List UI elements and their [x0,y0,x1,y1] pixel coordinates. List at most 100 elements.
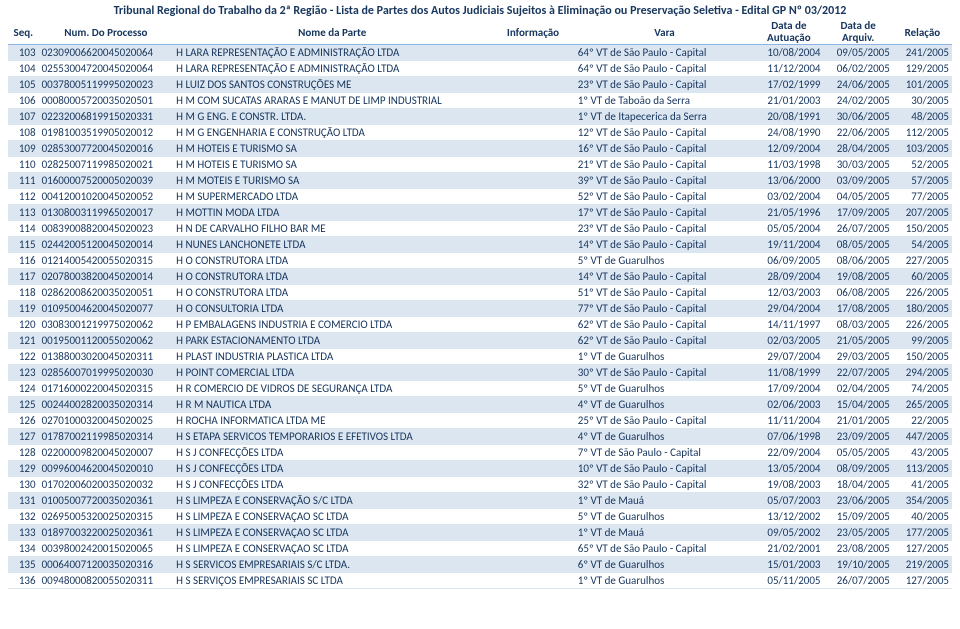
cell-aut: 10/08/2004 [754,45,823,61]
cell-info [491,381,575,397]
cell-proc: 01897003220025020361 [39,525,174,541]
table-row: 13500064007120035020316H S SERVICOS EMPR… [8,557,952,573]
cell-proc: 00412001020045020052 [39,189,174,205]
cell-vara: 4º VT de Guarulhos [575,429,754,445]
cell-seq: 116 [8,253,39,269]
cell-vara: 64º VT de São Paulo - Capital [575,45,754,61]
cell-info [491,429,575,445]
cell-rel: 227/2005 [893,253,952,269]
table-row: 11702078003820045020014H O CONSTRUTORA L… [8,269,952,285]
cell-info [491,205,575,221]
cell-nome: H S J CONFECÇÕES LTDA [173,445,491,461]
cell-rel: 226/2005 [893,317,952,333]
cell-info [491,125,575,141]
cell-rel: 354/2005 [893,493,952,509]
cell-info [491,461,575,477]
cell-seq: 129 [8,461,39,477]
table-row: 13202695005320025020315H S LIMPEZA E CON… [8,509,952,525]
cell-rel: 40/2005 [893,509,952,525]
cell-seq: 123 [8,365,39,381]
cell-vara: 10º VT de São Paulo - Capital [575,461,754,477]
cell-vara: 12º VT de São Paulo - Capital [575,125,754,141]
cell-aut: 11/11/2004 [754,413,823,429]
cell-rel: 294/2005 [893,365,952,381]
cell-nome: H S SERVIÇOS EMPRESARIAIS SC LTDA [173,573,491,589]
cell-nome: H ROCHA INFORMATICA LTDA ME [173,413,491,429]
cell-rel: 150/2005 [893,349,952,365]
cell-arq: 08/09/2005 [824,461,893,477]
cell-nome: H P EMBALAGENS INDUSTRIA E COMERCIO LTDA [173,317,491,333]
cell-vara: 5º VT de Guarulhos [575,509,754,525]
cell-aut: 11/08/1999 [754,365,823,381]
cell-proc: 00080005720035020501 [39,93,174,109]
cell-arq: 17/09/2005 [824,205,893,221]
cell-aut: 20/08/1991 [754,109,823,125]
cell-aut: 21/02/2001 [754,541,823,557]
cell-vara: 65º VT de São Paulo - Capital [575,541,754,557]
cell-aut: 06/09/2005 [754,253,823,269]
cell-proc: 01981003519905020012 [39,125,174,141]
cell-rel: 60/2005 [893,269,952,285]
cell-vara: 1º VT de Mauá [575,525,754,541]
cell-proc: 00064007120035020316 [39,557,174,573]
cell-seq: 108 [8,125,39,141]
cell-arq: 26/07/2005 [824,573,893,589]
cell-vara: 5º VT de Guarulhos [575,253,754,269]
cell-seq: 124 [8,381,39,397]
cell-arq: 09/05/2005 [824,45,893,61]
cell-vara: 32º VT de São Paulo - Capital [575,477,754,493]
cell-aut: 13/06/2000 [754,173,823,189]
cell-info [491,413,575,429]
cell-aut: 02/06/2003 [754,397,823,413]
cell-arq: 18/04/2005 [824,477,893,493]
cell-aut: 09/05/2002 [754,525,823,541]
cell-proc: 03083001219975020062 [39,317,174,333]
cell-seq: 126 [8,413,39,429]
cell-rel: 226/2005 [893,285,952,301]
cell-rel: 43/2005 [893,445,952,461]
cell-vara: 25º VT de São Paulo - Capital [575,413,754,429]
table-row: 12302856007019995020030H POINT COMERCIAL… [8,365,952,381]
cell-seq: 136 [8,573,39,589]
cell-rel: 207/2005 [893,205,952,221]
cell-arq: 05/05/2005 [824,445,893,461]
cell-nome: H LUIZ DOS SANTOS CONSTRUÇÕES ME [173,77,491,93]
cell-vara: 4º VT de Guarulhos [575,397,754,413]
cell-seq: 103 [8,45,39,61]
cell-seq: 120 [8,317,39,333]
cell-info [491,269,575,285]
cell-arq: 23/05/2005 [824,525,893,541]
cell-seq: 128 [8,445,39,461]
cell-info [491,77,575,93]
cell-info [491,253,575,269]
cell-proc: 02078003820045020014 [39,269,174,285]
cell-nome: H M HOTEIS E TURISMO SA [173,157,491,173]
cell-proc: 02695005320025020315 [39,509,174,525]
cell-seq: 121 [8,333,39,349]
cell-proc: 00195001120055020062 [39,333,174,349]
cell-proc: 01214005420055020315 [39,253,174,269]
cell-nome: H M G ENGENHARIA E CONSTRUÇÃO LTDA [173,125,491,141]
cell-proc: 02701000320045020025 [39,413,174,429]
cell-seq: 135 [8,557,39,573]
table-row: 10600080005720035020501H M COM SUCATAS A… [8,93,952,109]
table-row: 13400398002420015020065H S LIMPEZA E CON… [8,541,952,557]
cell-vara: 52º VT de São Paulo - Capital [575,189,754,205]
cell-aut: 05/07/2003 [754,493,823,509]
cell-seq: 134 [8,541,39,557]
table-row: 11200412001020045020052H M SUPERMERCADO … [8,189,952,205]
cell-vara: 30º VT de São Paulo - Capital [575,365,754,381]
cell-seq: 105 [8,77,39,93]
col-autuacao: Data de Autuação [754,20,823,45]
cell-rel: 241/2005 [893,45,952,61]
cell-aut: 03/02/2004 [754,189,823,205]
cell-proc: 02825007119985020021 [39,157,174,173]
cell-arq: 08/05/2005 [824,237,893,253]
cell-nome: H PARK ESTACIONAMENTO LTDA [173,333,491,349]
cell-rel: 127/2005 [893,573,952,589]
cell-vara: 17º VT de São Paulo - Capital [575,205,754,221]
cell-seq: 125 [8,397,39,413]
table-row: 12401716000220045020315H R COMERCIO DE V… [8,381,952,397]
cell-vara: 16º VT de São Paulo - Capital [575,141,754,157]
cell-seq: 107 [8,109,39,125]
